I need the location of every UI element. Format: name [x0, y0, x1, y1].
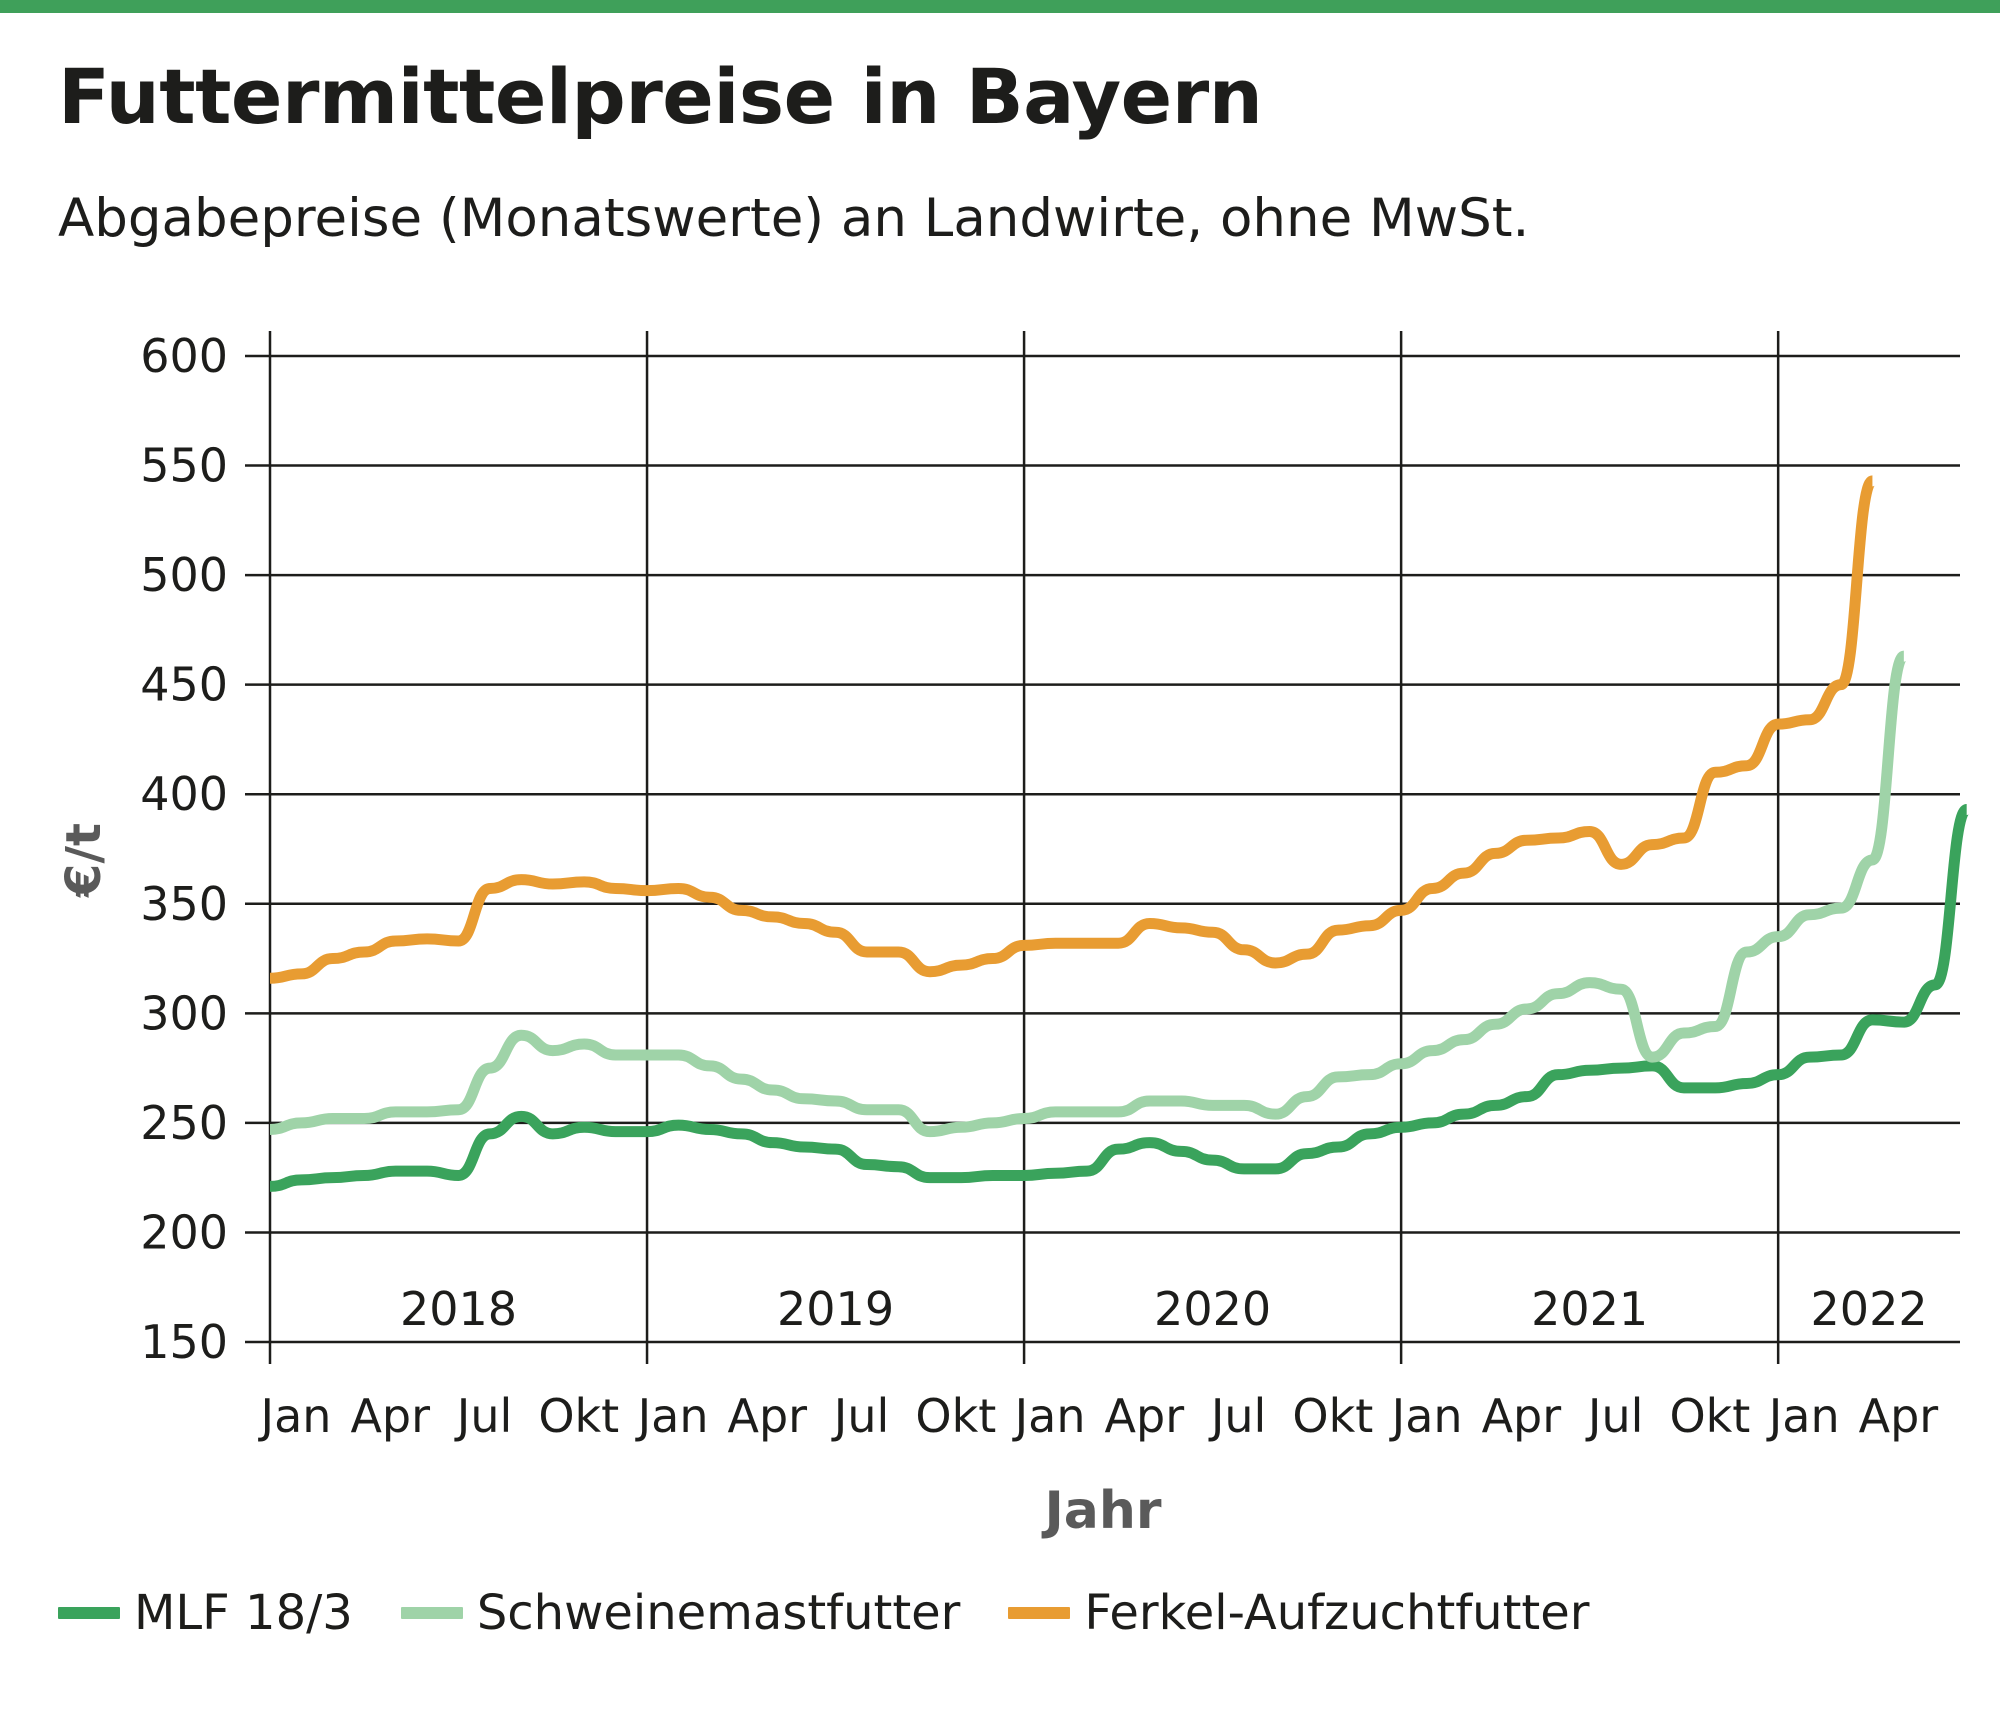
chart-subtitle: Abgabepreise (Monatswerte) an Landwirte,… [58, 188, 1530, 249]
year-label: 2021 [1531, 1282, 1648, 1336]
x-tick-label: Apr [1482, 1389, 1562, 1443]
y-tick-label: 450 [140, 658, 228, 712]
y-tick-label: 400 [140, 767, 228, 821]
legend-label: MLF 18/3 [134, 1585, 353, 1641]
y-tick-label: 200 [140, 1205, 228, 1259]
legend-label: Schweinemastfutter [476, 1585, 961, 1641]
series-line-2 [269, 650, 1910, 1138]
x-tick-label: Okt [538, 1389, 619, 1443]
y-tick-label: 150 [140, 1315, 228, 1369]
y-tick-label: 600 [140, 329, 228, 383]
legend-item: MLF 18/3 [58, 1585, 353, 1641]
top-accent-bar [0, 0, 2000, 13]
chart-title: Futtermittelpreise in Bayern [58, 52, 1263, 141]
y-tick-label: 300 [140, 986, 228, 1040]
x-tick-label: Jan [258, 1389, 332, 1443]
series-line-3 [269, 475, 1878, 984]
legend-label: Ferkel-Aufzuchtfutter [1084, 1585, 1590, 1641]
x-tick-label: Jan [1012, 1389, 1086, 1443]
x-axis-label: Jahr [1041, 1481, 1161, 1541]
legend-swatch [58, 1607, 120, 1619]
series-line-1 [269, 804, 1973, 1192]
x-tick-label: Apr [728, 1389, 808, 1443]
year-label: 2020 [1154, 1282, 1271, 1336]
x-tick-label: Jan [635, 1389, 709, 1443]
x-tick-label: Okt [915, 1389, 996, 1443]
legend-item: Schweinemastfutter [400, 1585, 961, 1641]
legend: MLF 18/3 Schweinemastfutter Ferkel-Aufzuch… [58, 1585, 1638, 1641]
y-axis-label: €/t [56, 823, 112, 898]
y-tick-label: 500 [140, 548, 228, 602]
legend-swatch [400, 1607, 463, 1619]
year-label: 2018 [400, 1282, 517, 1336]
x-tick-label: Jan [1389, 1389, 1463, 1443]
y-tick-label: 250 [140, 1096, 228, 1150]
x-tick-label: Jul [1208, 1389, 1267, 1443]
y-tick-label: 550 [140, 439, 228, 493]
y-tick-label: 350 [140, 877, 228, 931]
series-lines [269, 475, 1973, 1192]
x-tick-labels: Jan Apr Jul Okt Jan Apr Jul Okt Jan Apr Jul Okt Jan A… [258, 1389, 1939, 1443]
y-tick-labels: 150 200 250 300 350 400 450 500 550 600 [140, 329, 228, 1369]
legend-item: Ferkel-Aufzuchtfutter [1008, 1585, 1590, 1641]
year-label: 2019 [777, 1282, 894, 1336]
x-tick-label: Apr [1105, 1389, 1185, 1443]
grid-lines [245, 331, 1960, 1364]
x-tick-label: Jan [1766, 1389, 1840, 1443]
x-tick-label: Jul [831, 1389, 890, 1443]
legend-swatch [1008, 1607, 1071, 1619]
x-tick-label: Apr [1859, 1389, 1939, 1443]
x-tick-label: Okt [1669, 1389, 1750, 1443]
year-label: 2022 [1811, 1282, 1928, 1336]
year-labels: 2018 2019 2020 2021 2022 [400, 1282, 1928, 1336]
x-tick-label: Apr [350, 1389, 430, 1443]
x-tick-label: Okt [1292, 1389, 1373, 1443]
x-tick-label: Jul [454, 1389, 513, 1443]
x-tick-label: Jul [1585, 1389, 1644, 1443]
